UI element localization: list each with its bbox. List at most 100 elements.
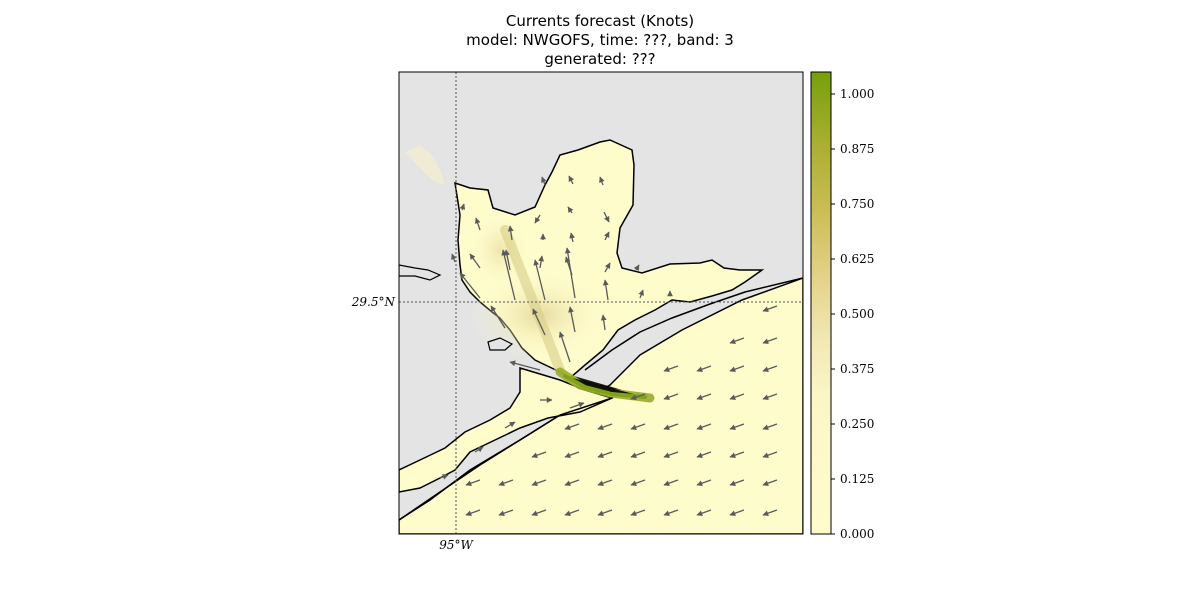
current-arrow — [531, 509, 547, 516]
current-arrow — [509, 360, 541, 371]
current-arrow — [501, 249, 516, 301]
current-arrow — [696, 509, 712, 516]
current-arrow — [564, 479, 580, 486]
current-arrow — [533, 259, 546, 301]
title-line-2: model: NWGOFS, time: ???, band: 3 — [466, 31, 734, 49]
current-arrow — [604, 231, 610, 241]
current-arrow — [531, 451, 547, 458]
colorbar-tick-label: 0.625 — [840, 252, 874, 266]
current-arrow — [469, 253, 481, 269]
current-arrow — [465, 509, 481, 516]
current-arrow — [507, 225, 514, 241]
current-arrow — [597, 423, 613, 430]
inland-lakes — [405, 145, 445, 185]
current-arrow — [762, 423, 778, 430]
gulf-water — [399, 277, 803, 534]
current-arrow — [696, 393, 712, 400]
current-arrow — [729, 479, 745, 486]
current-arrow — [762, 393, 778, 400]
colorbar-ticks: 0.000 0.125 0.250 0.375 0.500 0.625 0.750 0.875… — [831, 87, 874, 541]
current-arrow — [630, 479, 646, 486]
map-area — [399, 72, 803, 534]
current-arrow — [459, 272, 481, 299]
current-arrow — [729, 393, 745, 400]
current-arrow — [564, 423, 580, 430]
current-arrow — [696, 479, 712, 486]
current-arrow — [564, 247, 576, 299]
colorbar-tick-label: 0.750 — [840, 197, 874, 211]
colorbar-tick-label: 0.375 — [840, 362, 874, 376]
current-arrow — [600, 314, 607, 331]
current-arrow — [439, 474, 449, 480]
current-arrow — [568, 175, 574, 185]
current-arrow — [633, 264, 640, 272]
current-arrow — [762, 337, 778, 344]
current-arrow — [597, 451, 613, 458]
current-arrow — [729, 451, 745, 458]
current-arrow — [663, 509, 679, 516]
current-arrow — [603, 211, 610, 223]
current-arrow — [498, 509, 514, 516]
current-arrow — [451, 253, 457, 263]
colorbar-tick-label: 0.000 — [840, 527, 874, 541]
current-arrow — [564, 509, 580, 516]
current-arrow — [604, 262, 611, 273]
colorbar-tick-label: 1.000 — [840, 87, 874, 101]
current-arrow — [696, 365, 712, 372]
current-arrow — [474, 446, 484, 453]
current-arrow — [534, 214, 541, 224]
current-arrow — [569, 402, 585, 409]
current-arrow — [729, 423, 745, 430]
bolivar-peninsula — [584, 277, 803, 371]
colorbar-tick-label: 0.875 — [840, 142, 874, 156]
current-arrow — [568, 306, 576, 333]
current-arrow — [490, 305, 506, 329]
current-vectors — [439, 175, 778, 516]
current-arrow — [558, 331, 571, 363]
current-arrow — [729, 509, 745, 516]
current-arrow — [663, 423, 679, 430]
lon-label: 95°W — [439, 538, 474, 552]
current-arrow — [762, 509, 778, 516]
current-arrow — [504, 421, 516, 429]
current-arrow — [663, 479, 679, 486]
current-arrow — [663, 365, 679, 372]
current-arrow — [498, 479, 514, 486]
speed-shading-inlet-core — [563, 374, 647, 399]
current-arrow — [459, 203, 466, 211]
current-arrow — [762, 305, 778, 312]
lat-label: 29.5°N — [351, 295, 396, 309]
current-arrow — [762, 365, 778, 372]
colorbar-tick-label: 0.250 — [840, 417, 874, 431]
current-arrow — [663, 451, 679, 458]
current-arrow — [638, 289, 644, 299]
current-arrow — [630, 393, 646, 400]
speed-shading-upper — [470, 210, 530, 290]
current-arrow — [762, 479, 778, 486]
current-arrow — [630, 451, 646, 458]
current-arrow — [729, 337, 745, 344]
current-arrow — [663, 393, 679, 400]
upper-bay-land — [399, 264, 442, 281]
colorbar-tick-label: 0.500 — [840, 307, 874, 321]
current-arrow — [465, 479, 481, 486]
current-arrow — [597, 479, 613, 486]
current-arrow — [474, 217, 481, 231]
map-frame — [398, 71, 804, 535]
current-arrow — [532, 308, 546, 336]
current-arrow — [729, 365, 745, 372]
colorbar — [810, 71, 832, 535]
current-arrow — [762, 451, 778, 458]
speed-shading-channel — [500, 225, 565, 375]
bay-island — [487, 337, 514, 351]
colorbar-tick-label: 0.125 — [840, 472, 874, 486]
current-arrow — [630, 423, 646, 430]
current-arrow — [602, 279, 609, 301]
current-arrow — [599, 176, 605, 186]
current-arrow — [696, 423, 712, 430]
current-arrow — [531, 479, 547, 486]
current-arrow — [564, 451, 580, 458]
current-arrow — [541, 176, 547, 186]
current-arrow — [630, 509, 646, 516]
current-arrow — [538, 255, 545, 269]
